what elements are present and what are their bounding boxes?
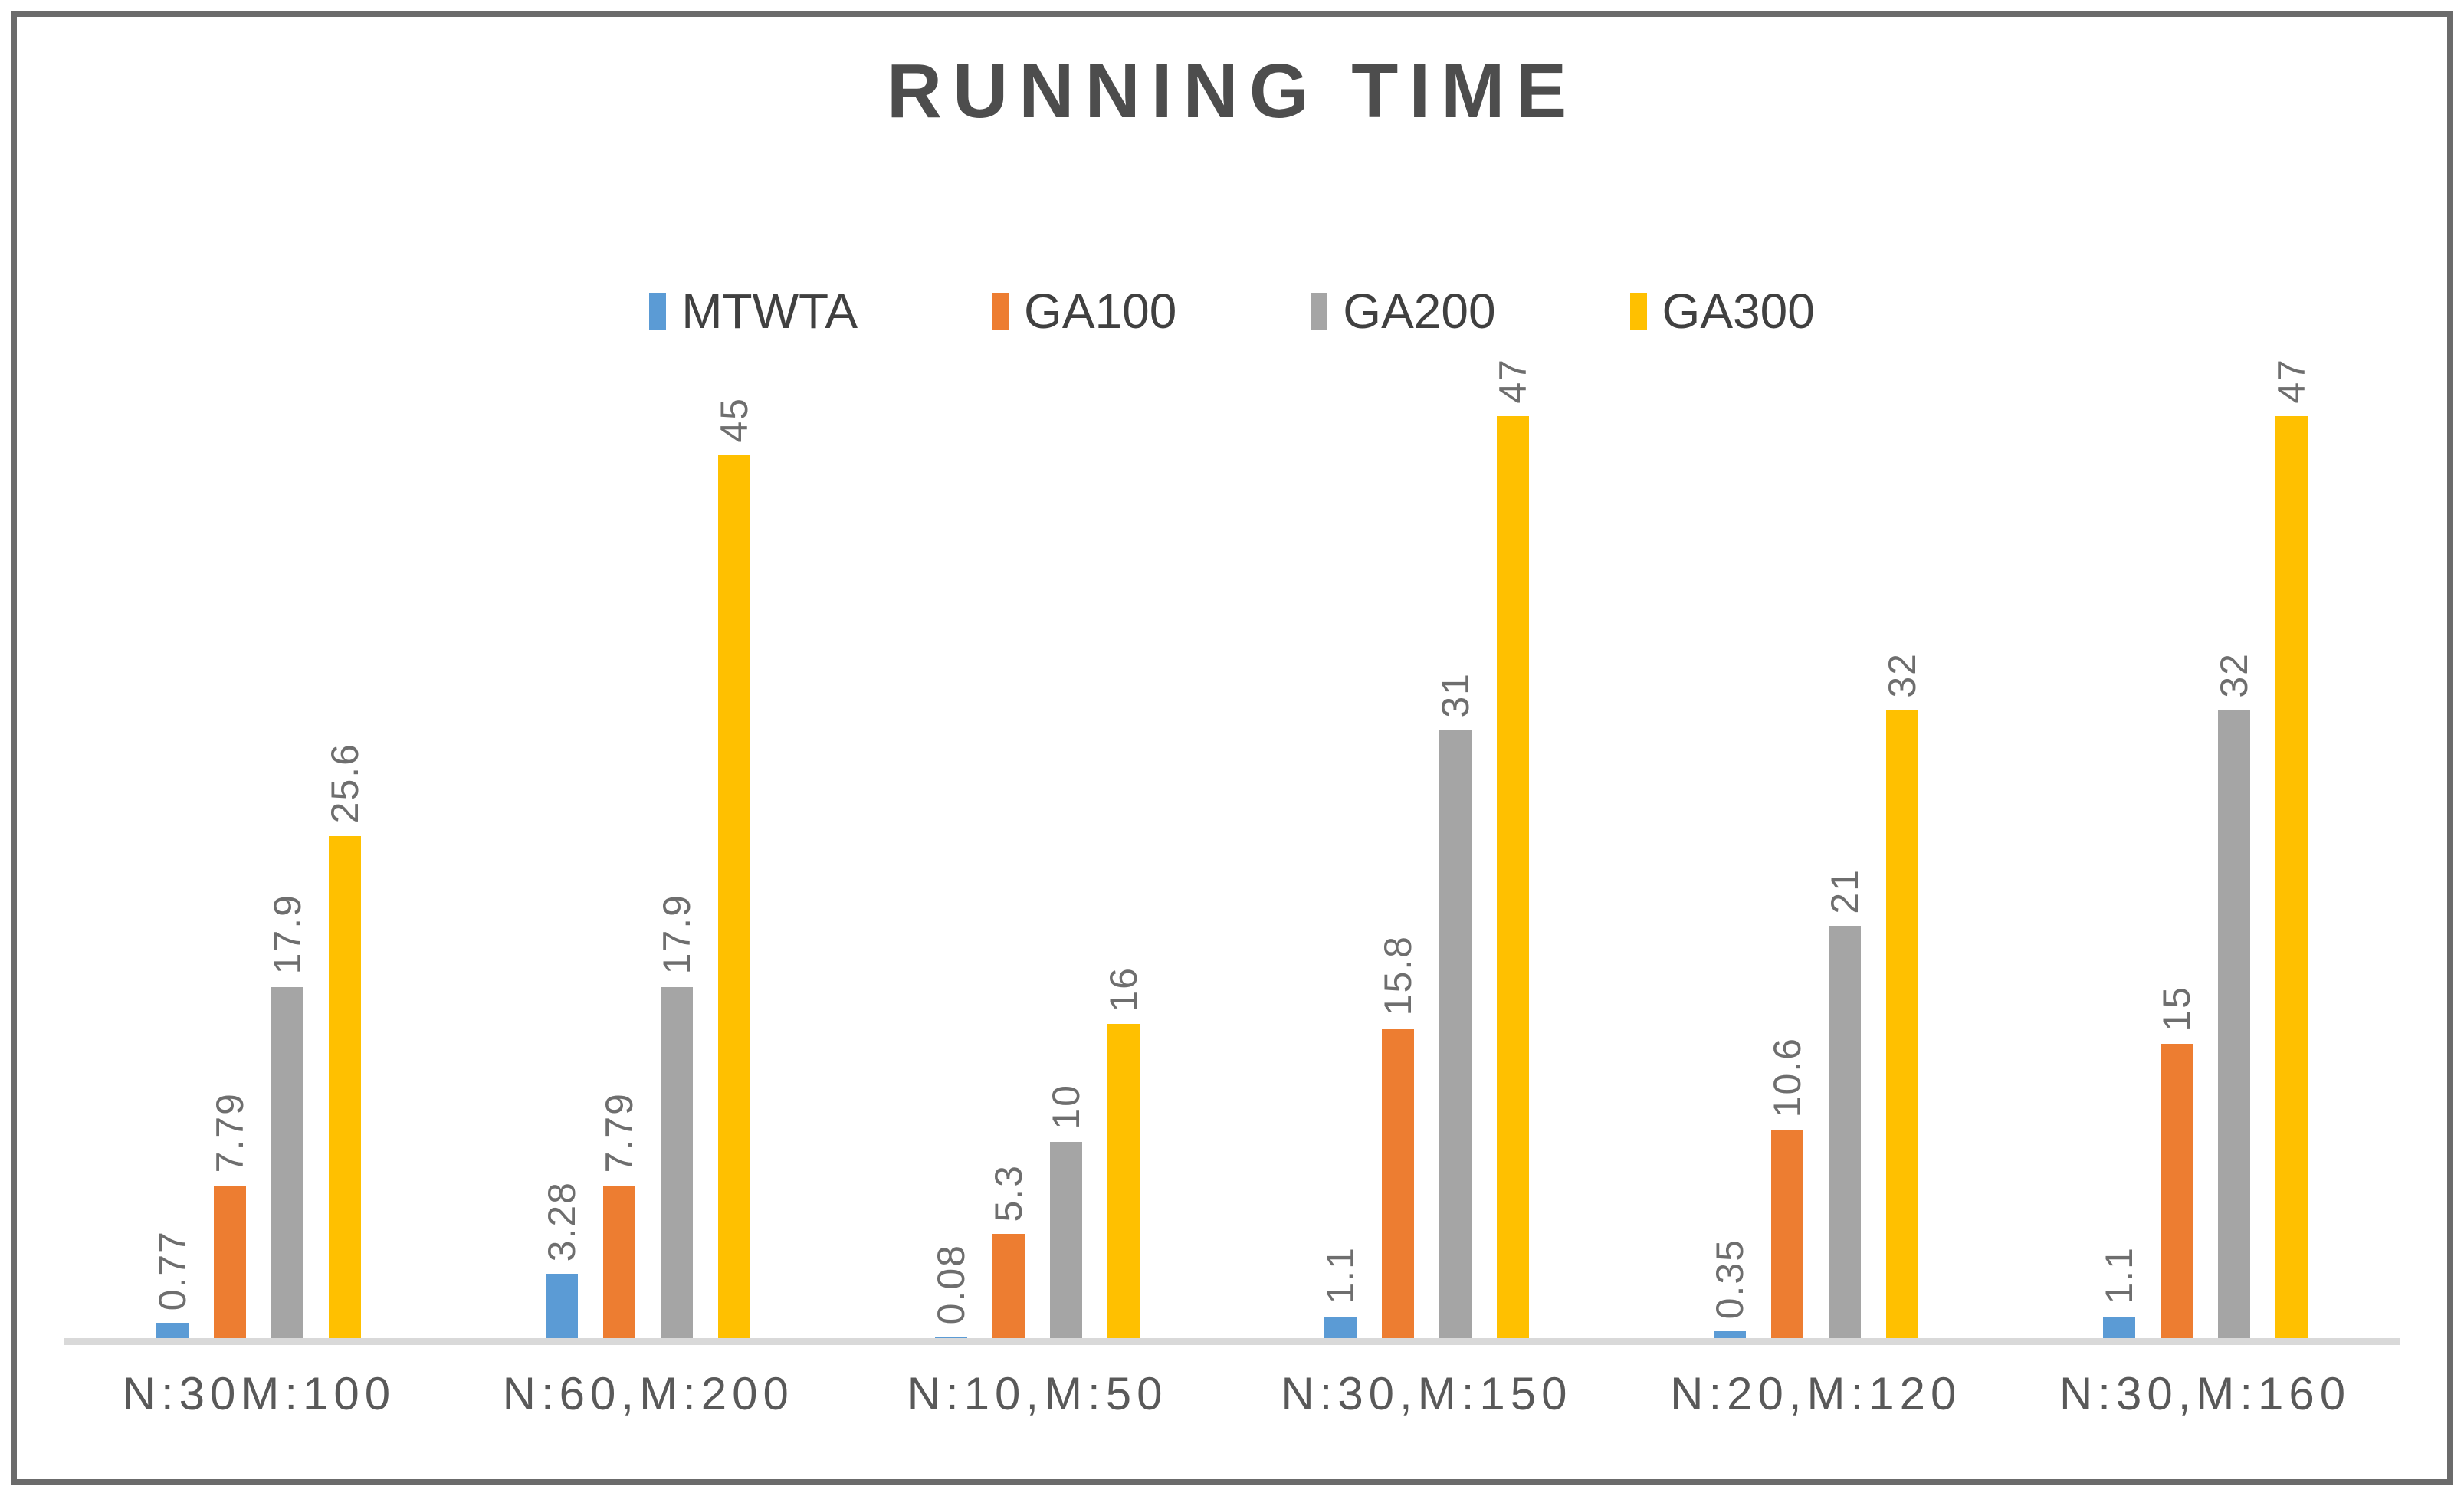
legend-marker-icon-ga300 — [1629, 293, 1647, 330]
bar-mtwta-2: 0.08 — [930, 1244, 973, 1338]
x-axis-labels: N:30M:100 N:60,M:200 N:10,M:50 N:30,M:150 N:… — [64, 1367, 2400, 1420]
bar-group-0: 0.77 7.79 17.9 25.6 — [64, 406, 454, 1338]
bar-ga200-4: 21 — [1823, 868, 1866, 1338]
bar-group-5: 1.1 15 32 47 — [2010, 358, 2400, 1338]
chart-frame: RUNNING TIME MTWTA GA100 GA200 GA300 0.77 7.… — [11, 11, 2453, 1485]
bar-ga200-3: 31 — [1434, 672, 1477, 1338]
bar-value-label: 32 — [2212, 652, 2256, 698]
legend: MTWTA GA100 GA200 GA300 — [17, 287, 2447, 336]
bar-value-label: 3.28 — [540, 1180, 584, 1262]
bar-value-label: 47 — [2269, 358, 2313, 404]
bar-value-label: 17.9 — [266, 894, 310, 975]
bar-value-label: 16 — [1102, 966, 1146, 1012]
legend-item-mtwta: MTWTA — [649, 287, 858, 336]
x-axis-label-5: N:30,M:160 — [2059, 1368, 2351, 1419]
legend-item-ga100: GA100 — [992, 287, 1176, 336]
bar-value-label: 5.3 — [987, 1163, 1031, 1222]
x-axis-label-4: N:20,M:120 — [1670, 1368, 1962, 1419]
legend-marker-icon-ga200 — [1311, 293, 1328, 330]
bar-ga200-1: 17.9 — [655, 894, 698, 1338]
bar-ga100-1: 7.79 — [598, 1092, 641, 1338]
legend-item-ga200: GA200 — [1311, 284, 1496, 339]
x-axis-label-2: N:10,M:50 — [907, 1368, 1168, 1419]
chart-title: RUNNING TIME — [886, 48, 1578, 134]
bar-ga100-5: 15 — [2155, 986, 2198, 1338]
bar-ga100-3: 15.8 — [1376, 935, 1419, 1338]
bar-group-3: 1.1 15.8 31 47 — [1232, 358, 1621, 1338]
bar-value-label: 10 — [1045, 1084, 1088, 1130]
bar-group-4: 0.35 10.6 21 32 — [1621, 406, 2010, 1338]
bar-ga200-5: 32 — [2213, 652, 2256, 1338]
bar-value-label: 31 — [1433, 671, 1477, 718]
bar-value-label: 15.8 — [1376, 935, 1419, 1016]
bar-value-label: 17.9 — [655, 894, 699, 975]
legend-marker-icon-mtwta — [649, 293, 667, 330]
bar-mtwta-3: 1.1 — [1319, 1246, 1362, 1338]
x-axis-label-3: N:30,M:150 — [1281, 1368, 1573, 1419]
legend-label-mtwta: MTWTA — [681, 284, 858, 339]
bar-ga200-2: 10 — [1045, 1084, 1088, 1338]
bar-ga200-0: 17.9 — [266, 894, 309, 1338]
legend-marker-icon-ga100 — [992, 293, 1009, 330]
legend-label-ga200: GA200 — [1343, 284, 1496, 339]
legend-label-ga100: GA100 — [1024, 284, 1177, 339]
bar-mtwta-1: 3.28 — [540, 1181, 583, 1338]
plot-area: 0.77 7.79 17.9 25.6 3.28 7.79 17.9 45 0.08 5.3 10 1… — [64, 358, 2400, 1345]
bar-value-label: 7.79 — [598, 1092, 641, 1173]
bar-value-label: 45 — [713, 397, 756, 443]
bar-ga300-5: 47 — [2270, 358, 2313, 1338]
legend-item-ga300: GA300 — [1629, 284, 1815, 339]
bar-value-label: 0.77 — [151, 1229, 195, 1311]
bar-value-label: 7.79 — [208, 1092, 252, 1173]
bar-ga300-3: 47 — [1491, 358, 1534, 1338]
bar-value-label: 47 — [1491, 358, 1534, 404]
bar-value-label: 1.1 — [1318, 1246, 1362, 1304]
legend-label-ga300: GA300 — [1662, 284, 1815, 339]
bar-value-label: 25.6 — [323, 743, 367, 824]
bar-ga100-4: 10.6 — [1766, 1037, 1809, 1338]
bar-ga100-0: 7.79 — [208, 1092, 251, 1338]
bar-value-label: 32 — [1880, 652, 1924, 698]
bar-mtwta-4: 0.35 — [1708, 1238, 1751, 1338]
bar-ga100-2: 5.3 — [987, 1164, 1030, 1338]
bar-value-label: 21 — [1823, 868, 1866, 914]
bar-ga300-1: 45 — [713, 397, 756, 1338]
bar-mtwta-5: 1.1 — [2098, 1246, 2141, 1338]
x-axis-label-1: N:60,M:200 — [502, 1368, 794, 1419]
bar-value-label: 10.6 — [1765, 1037, 1809, 1118]
bar-value-label: 15 — [2154, 986, 2198, 1032]
x-axis-line — [64, 1338, 2400, 1345]
bar-group-2: 0.08 5.3 10 16 — [843, 406, 1232, 1338]
bar-group-1: 3.28 7.79 17.9 45 — [454, 397, 843, 1338]
x-axis-label-0: N:30M:100 — [122, 1368, 396, 1419]
bar-ga300-4: 32 — [1881, 652, 1924, 1338]
bar-ga300-2: 16 — [1102, 966, 1145, 1338]
bar-ga300-0: 25.6 — [323, 743, 366, 1338]
bar-value-label: 0.35 — [1708, 1238, 1751, 1320]
bar-mtwta-0: 0.77 — [151, 1230, 194, 1338]
bar-value-label: 1.1 — [2097, 1246, 2141, 1304]
bar-value-label: 0.08 — [930, 1243, 973, 1324]
